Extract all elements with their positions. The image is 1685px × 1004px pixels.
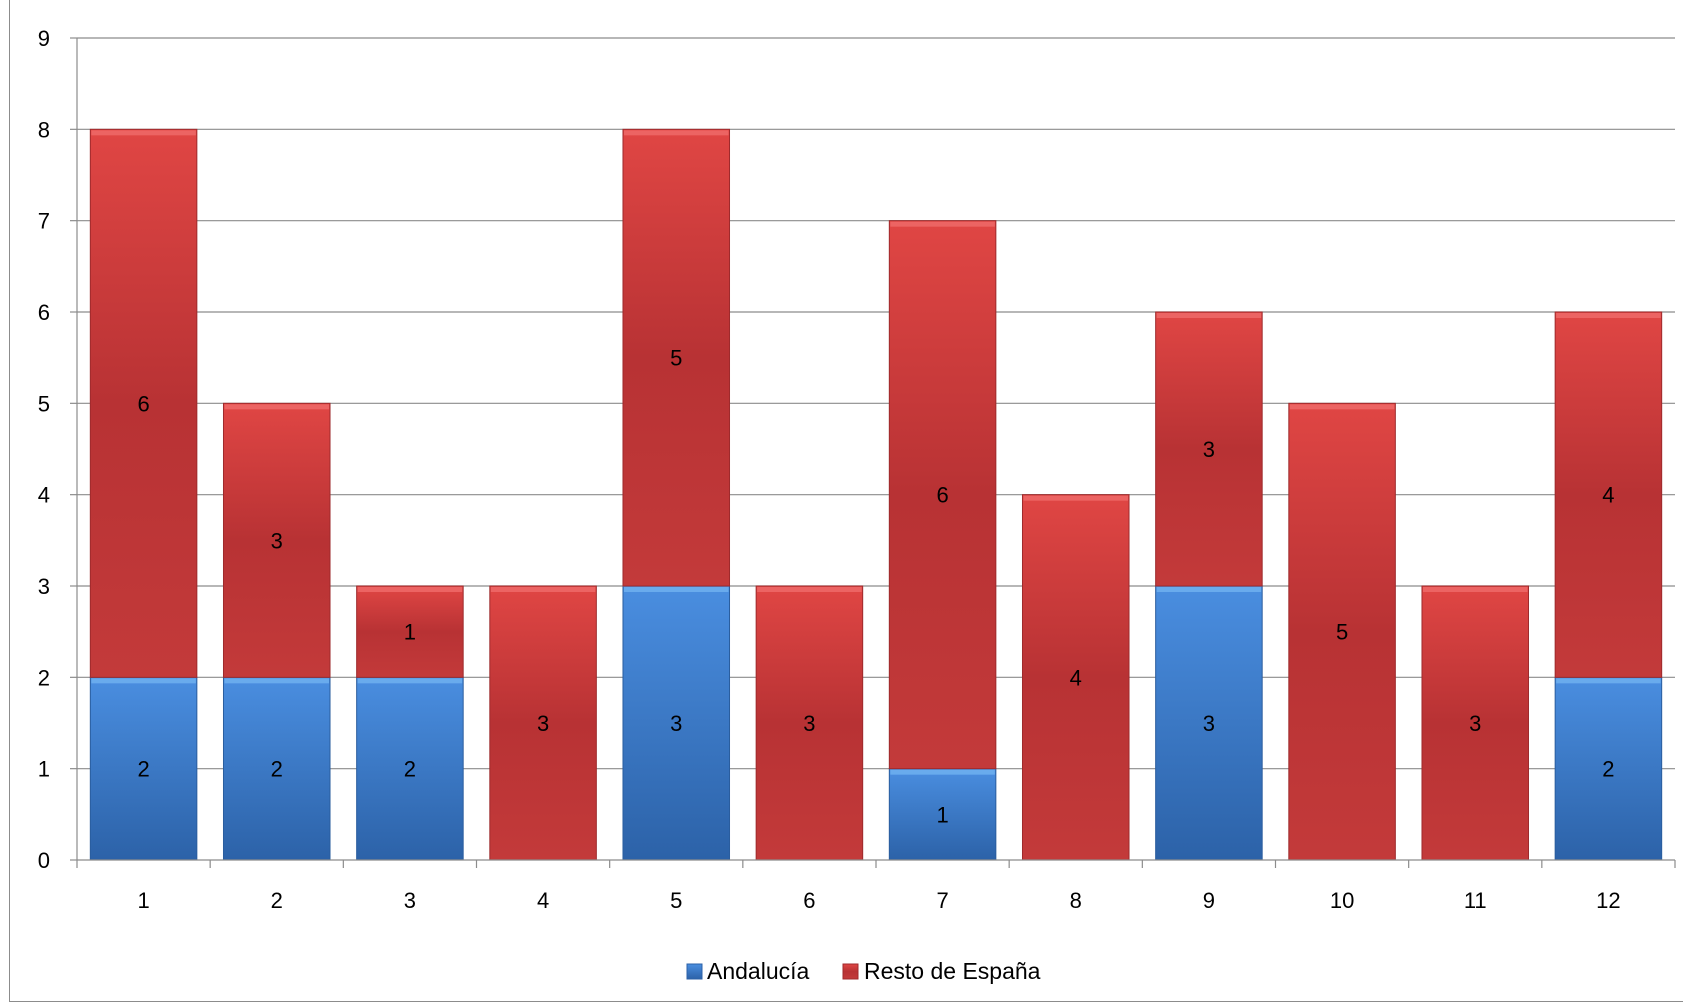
legend-label-resto-de-espana: Resto de España [864,958,1041,984]
x-tick-label-6: 6 [803,888,815,913]
y-tick-label-6: 6 [38,300,50,325]
x-tick-label-2: 2 [271,888,283,913]
bar-highlight-resto-de-espa-a-2 [224,404,330,410]
data-label-resto-de-espa-a-10: 5 [1336,620,1348,645]
data-label-andaluc-a-1: 2 [137,757,149,782]
data-label-resto-de-espa-a-12: 4 [1602,483,1614,508]
x-tick-label-4: 4 [537,888,549,913]
data-label-resto-de-espa-a-1: 6 [137,391,149,416]
legend: Andalucía Resto de España [686,958,1041,984]
bar-highlight-andaluc-a-1 [91,678,196,684]
data-label-resto-de-espa-a-5: 5 [670,346,682,371]
legend-label-andalucia: Andalucía [707,958,810,984]
y-tick-label-4: 4 [38,483,50,508]
bar-resto-de-espa-a-12 [1554,311,1663,678]
bar-highlight-resto-de-espa-a-5 [623,130,729,136]
y-tick-label-7: 7 [38,209,50,234]
bar-resto-de-espa-a-6 [755,585,864,861]
data-label-andaluc-a-12: 2 [1602,757,1614,782]
axes [76,38,1676,868]
y-tick-label-1: 1 [38,757,50,782]
data-label-resto-de-espa-a-6: 3 [803,711,815,736]
x-tick-label-1: 1 [137,888,149,913]
y-tick-label-3: 3 [38,574,50,599]
bar-resto-de-espa-a-9 [1155,311,1263,587]
data-label-andaluc-a-3: 2 [404,757,416,782]
x-tick-label-7: 7 [936,888,948,913]
legend-swatch-resto-de-espana [842,963,859,980]
bar-andaluc-a-2 [222,676,331,861]
x-tick-label-8: 8 [1070,888,1082,913]
data-label-andaluc-a-7: 1 [936,802,948,827]
data-label-resto-de-espa-a-7: 6 [936,483,948,508]
bar-resto-de-espa-a-10 [1288,402,1396,861]
bar-resto-de-espa-a-11 [1421,585,1530,861]
bars [89,128,1663,861]
x-tick-label-3: 3 [404,888,416,913]
x-tick-labels: 1 2 3 4 5 6 7 8 9 10 11 12 [137,888,1620,913]
bar-highlight-resto-de-espa-a-4 [490,587,596,592]
bar-highlight-resto-de-espa-a-6 [757,587,862,592]
x-tick-label-11: 11 [1464,888,1487,913]
bar-highlight-andaluc-a-3 [357,678,463,684]
bar-highlight-resto-de-espa-a-3 [357,587,463,592]
y-tick-label-5: 5 [38,391,50,416]
x-tick-label-10: 10 [1330,888,1354,913]
data-label-andaluc-a-5: 3 [670,711,682,736]
bar-highlight-andaluc-a-12 [1556,678,1661,684]
bar-highlight-andaluc-a-2 [224,678,330,684]
data-label-resto-de-espa-a-2: 3 [271,528,283,553]
bar-resto-de-espa-a-5 [622,128,731,587]
x-tick-label-9: 9 [1203,888,1215,913]
bar-highlight-andaluc-a-9 [1156,587,1262,592]
bar-highlight-resto-de-espa-a-9 [1156,313,1262,318]
bar-resto-de-espa-a-1 [89,128,198,678]
y-tick-label-8: 8 [38,117,50,142]
bar-highlight-resto-de-espa-a-10 [1289,404,1395,410]
bar-resto-de-espa-a-3 [356,585,464,678]
data-label-resto-de-espa-a-3: 1 [404,620,416,645]
bar-andaluc-a-3 [356,676,464,861]
x-tick-label-12: 12 [1596,888,1620,913]
y-tick-label-9: 9 [38,26,50,51]
y-tick-label-0: 0 [38,848,50,873]
bar-highlight-resto-de-espa-a-1 [91,130,196,136]
bar-highlight-andaluc-a-7 [890,769,995,775]
x-tick-label-5: 5 [670,888,682,913]
bar-andaluc-a-5 [622,585,731,861]
bar-highlight-resto-de-espa-a-8 [1023,495,1129,501]
data-label-andaluc-a-2: 2 [271,757,283,782]
bar-highlight-andaluc-a-5 [623,587,729,592]
data-label-andaluc-a-9: 3 [1203,711,1215,736]
bar-resto-de-espa-a-8 [1021,494,1130,861]
bar-resto-de-espa-a-4 [489,585,597,861]
chart-frame [9,0,1683,1002]
y-tick-labels: 0 1 2 3 4 5 6 7 8 9 [38,26,50,873]
bar-resto-de-espa-a-2 [222,402,331,678]
data-label-resto-de-espa-a-4: 3 [537,711,549,736]
bar-andaluc-a-1 [89,676,198,861]
data-labels: 2 6 2 3 2 1 3 3 5 3 1 6 4 3 3 5 3 2 4 [137,346,1614,828]
data-label-resto-de-espa-a-9: 3 [1203,437,1215,462]
bar-resto-de-espa-a-7 [888,220,997,770]
legend-swatch-andalucia [686,963,703,980]
y-tick-label-2: 2 [38,665,50,690]
data-label-resto-de-espa-a-8: 4 [1070,665,1082,690]
bar-highlight-resto-de-espa-a-12 [1556,313,1661,318]
data-label-resto-de-espa-a-11: 3 [1469,711,1481,736]
bar-highlight-resto-de-espa-a-7 [890,221,995,227]
bar-andaluc-a-9 [1155,585,1263,861]
gridlines [70,37,1675,861]
bar-highlight-resto-de-espa-a-11 [1422,587,1528,592]
